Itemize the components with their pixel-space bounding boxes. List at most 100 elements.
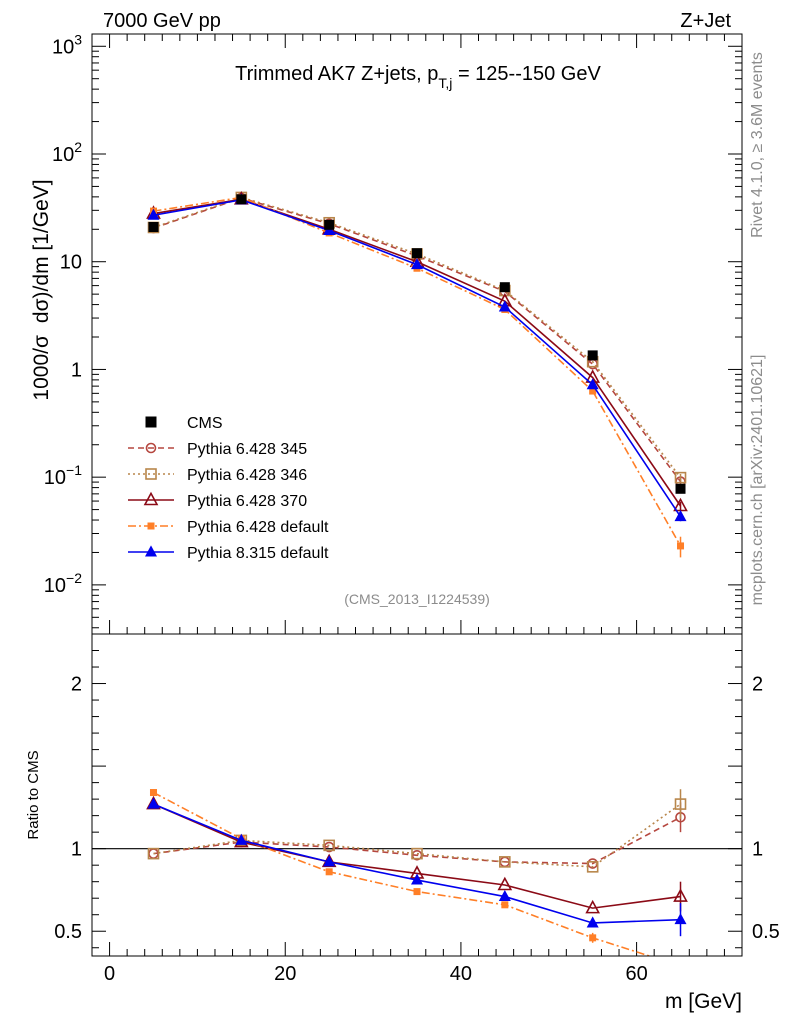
legend-label-p345: Pythia 6.428 345 — [187, 441, 307, 458]
main-y-tick-label: 1 — [71, 359, 82, 381]
ylabel-part-a: 1000/σ — [30, 335, 53, 401]
x-tick-label: 0 — [104, 963, 115, 985]
legend-marker-p8def — [145, 545, 157, 557]
title-suffix: = 125--150 GeV — [452, 63, 601, 85]
ratio-point-p370 — [673, 888, 688, 902]
legend: CMS Pythia 6.428 345 Pythia 6.428 346 Pythi… — [128, 415, 329, 562]
ratio-point-p6def — [149, 789, 157, 797]
main-panel-frame — [91, 33, 743, 635]
main-point-p8def — [586, 378, 599, 390]
ratio-point-p346 — [674, 798, 687, 810]
legend-label-p8def: Pythia 8.315 default — [187, 545, 329, 562]
legend-item-p346: Pythia 6.428 346 — [128, 467, 307, 484]
main-line-p370 — [153, 198, 682, 507]
svg-text:1000/σdσ)/dm [1/GeV]: 1000/σ dσ)/dm [1/GeV] — [30, 179, 53, 400]
title-subscript: T,j — [438, 75, 452, 91]
ratio-y-tick-label: 1 — [71, 839, 82, 861]
ratio-point-p8def — [586, 916, 599, 928]
ratio-point-p370 — [497, 876, 513, 891]
legend-label-p6def: Pythia 6.428 default — [187, 519, 329, 536]
main-point-cms — [412, 248, 422, 259]
ratio-axes: 2 2 1 1 0.5 0.5 0 20 40 60 — [54, 633, 780, 985]
main-point-p8def — [411, 258, 423, 270]
main-point-p6def — [677, 542, 685, 550]
ratio-panel-frame — [91, 633, 743, 957]
ratio-point-p6def — [501, 901, 509, 909]
legend-marker-p346 — [145, 468, 157, 480]
legend-marker-p345 — [145, 442, 157, 454]
ratio-point-p6def — [413, 888, 421, 896]
tick-mantissa: 10 — [44, 575, 66, 597]
main-data-series — [146, 190, 688, 558]
ylabel-part-b: dσ)/dm [1/GeV] — [30, 179, 53, 323]
main-plot-title: Trimmed AK7 Z+jets, pT,j = 125--150 GeV — [235, 63, 601, 91]
mcplots-credit-label: mcplots.cern.ch [arXiv:2401.10621] — [749, 355, 766, 606]
legend-item-p370: Pythia 6.428 370 — [128, 491, 307, 510]
ratio-point-p6def — [325, 868, 333, 876]
tick-exponent: 2 — [74, 139, 82, 155]
main-y-axis-label: 1000/σ dσ)/dm [1/GeV] — [30, 179, 53, 400]
ratio-line-p345 — [153, 816, 681, 865]
legend-marker-p370 — [143, 491, 159, 506]
main-series-cms — [148, 194, 686, 494]
legend-label-p370: Pythia 6.428 370 — [187, 493, 307, 510]
ratio-point-p346 — [323, 839, 335, 852]
ratio-line-p346 — [153, 803, 681, 868]
tick-mantissa: 10 — [52, 144, 74, 166]
legend-marker-p6def — [147, 522, 155, 530]
main-point-p8def — [498, 300, 511, 312]
ratio-point-p346 — [586, 861, 599, 873]
ratio-y-tick-label-right: 2 — [752, 674, 763, 696]
x-tick-label: 60 — [625, 963, 647, 985]
ratio-point-p8def — [323, 855, 336, 867]
main-y-tick-label: 102 — [52, 139, 82, 166]
legend-label-p346: Pythia 6.428 346 — [187, 467, 307, 484]
main-point-cms — [587, 350, 598, 361]
analysis-watermark: (CMS_2013_I1224539) — [344, 591, 490, 607]
ratio-point-p8def — [674, 913, 687, 925]
main-point-cms — [675, 483, 686, 494]
main-line-p346 — [153, 196, 682, 479]
ratio-point-p370 — [585, 899, 601, 914]
rivet-version-label: Rivet 4.1.0, ≥ 3.6M events — [749, 52, 766, 238]
header-collision-label: 7000 GeV pp — [103, 10, 221, 32]
main-y-tick-label: 10 — [60, 252, 82, 274]
ratio-data-series — [146, 789, 688, 969]
tick-exponent: −2 — [66, 570, 82, 586]
tick-mantissa: 10 — [52, 36, 74, 58]
main-point-cms — [236, 194, 247, 205]
main-y-tick-label: 10−2 — [44, 570, 82, 597]
ratio-point-p8def — [235, 833, 248, 845]
main-point-p6def — [589, 387, 597, 395]
ratio-point-p346 — [411, 847, 423, 860]
header-process-label: Z+Jet — [680, 10, 731, 32]
main-point-cms — [499, 282, 510, 293]
main-point-p8def — [674, 510, 687, 522]
main-series-p346 — [147, 191, 687, 484]
ratio-series-p8def — [147, 797, 687, 937]
legend-marker-cms — [145, 416, 157, 428]
title-prefix: Trimmed AK7 Z+jets, p — [235, 63, 438, 85]
ratio-y-tick-label: 0.5 — [54, 921, 82, 943]
main-point-p346 — [674, 471, 687, 484]
ratio-y-tick-label-right: 0.5 — [752, 921, 780, 943]
legend-item-p8def: Pythia 8.315 default — [128, 545, 329, 562]
legend-item-cms: CMS — [145, 415, 223, 432]
main-point-cms — [324, 219, 335, 230]
ratio-point-p346 — [499, 856, 511, 868]
ratio-point-p6def — [589, 934, 597, 942]
tick-mantissa: 10 — [44, 467, 66, 489]
main-y-tick-label: 103 — [52, 31, 82, 58]
x-tick-label: 20 — [274, 963, 296, 985]
ratio-point-p8def — [411, 873, 423, 885]
tick-exponent: −1 — [66, 462, 82, 478]
ratio-y-tick-label: 2 — [71, 674, 82, 696]
main-point-cms — [148, 222, 159, 233]
ratio-point-p8def — [147, 797, 160, 809]
ratio-point-p6def — [677, 962, 684, 969]
main-line-p345 — [153, 197, 682, 483]
ratio-line-p8def — [153, 803, 681, 924]
ratio-y-axis-label: Ratio to CMS — [25, 750, 42, 839]
